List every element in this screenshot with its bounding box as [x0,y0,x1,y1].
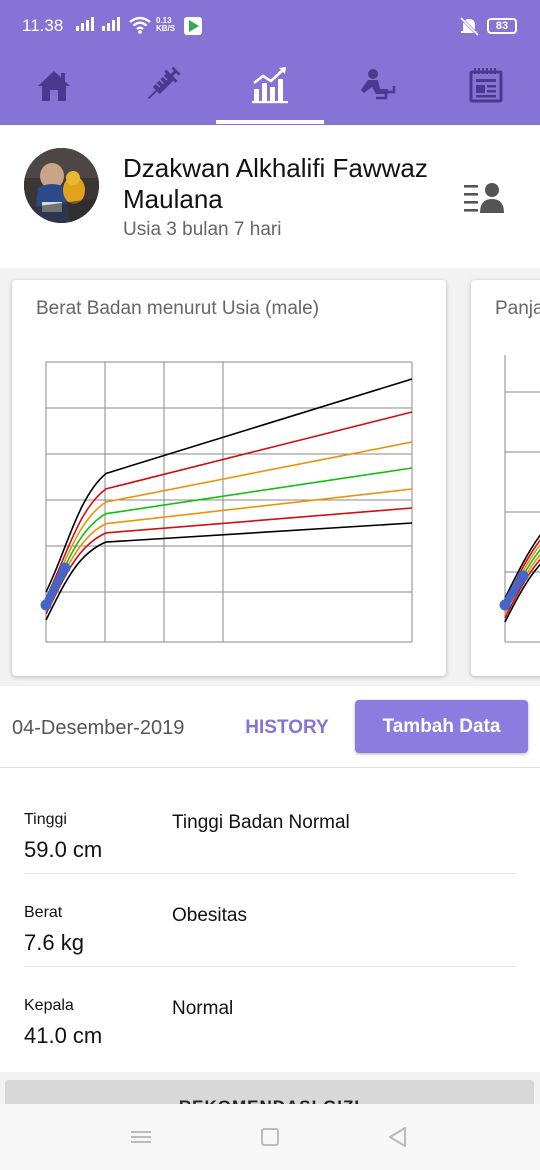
tab-home[interactable] [0,44,108,125]
growth-curve-line [45,441,413,603]
measurement-status: Tinggi Badan Normal [172,812,350,833]
growth-curve-line [45,507,413,615]
child-name: Dzakwan Alkhalifi Fawwaz Maulana [123,153,428,214]
profile-list-icon[interactable] [462,177,506,217]
mute-vibrate-icon [459,16,480,37]
measurement-value: 41.0 cm [24,1023,103,1048]
home-icon [38,70,70,101]
length-for-age-chart-card[interactable]: Panja [471,280,540,676]
record-bar: 04-Desember-2019 HISTORY Tambah Data [0,686,540,768]
play-store-icon [184,17,202,35]
growth-curve-line [45,467,413,607]
measurement-value: 7.6 kg [24,930,84,955]
chart-title: Berat Badan menurut Usia (male) [36,298,320,319]
child-age: Usia 3 bulan 7 hari [123,219,282,240]
signal-icon [102,17,120,31]
back-icon[interactable] [383,1124,413,1150]
weight-for-age-chart-card[interactable]: Berat Badan menurut Usia (male) [12,280,446,676]
measurement-label: Kepala [24,997,74,1014]
selected-tab-indicator [216,120,324,124]
length-for-age-chart [499,355,540,643]
notes-icon [469,67,503,102]
battery-icon: 83 [487,18,517,34]
syringe-icon [147,66,181,99]
wifi-icon [129,16,151,34]
chart-title: Panja [495,298,540,319]
measurement-list: Tinggi 59.0 cm Tinggi Badan Normal Berat… [0,768,540,1072]
status-time: 11.38 [22,16,64,35]
system-navigation-bar [0,1104,540,1170]
child-avatar[interactable] [24,148,99,223]
measurement-label: Tinggi [24,811,67,828]
child-data-point [59,562,71,574]
record-date: 04-Desember-2019 [12,717,185,739]
tab-growth-chart[interactable] [216,44,324,125]
main-tab-bar [0,44,540,125]
history-button[interactable]: HISTORY [245,717,329,738]
menu-icon[interactable] [126,1124,156,1150]
measurement-status: Obesitas [172,905,247,926]
growth-curve-line [45,522,413,621]
tab-notes[interactable] [432,44,540,125]
growth-curve-line [504,534,540,599]
measurement-status: Normal [172,998,234,1019]
growth-curve-line [504,563,540,623]
tab-immunization[interactable] [108,44,216,125]
child-profile-header: Dzakwan Alkhalifi Fawwaz Maulana Usia 3 … [0,125,540,268]
home-button-icon[interactable] [255,1124,285,1150]
network-speed: 0.13 KB/S [156,16,176,33]
weight-for-age-chart [40,361,413,643]
growth-curve-line [504,558,540,619]
growth-curve-line [45,378,413,593]
measurement-value: 59.0 cm [24,837,103,862]
status-bar: 11.38 0.13 KB/S 83 [0,0,540,44]
child-data-point [517,570,529,582]
child-growth-line [42,564,69,609]
growth-chart-carousel[interactable]: Berat Badan menurut Usia (male) Panja [0,268,540,686]
signal-icon [76,17,94,31]
add-data-button[interactable]: Tambah Data [355,700,528,753]
measurement-row-weight: Berat 7.6 kg Obesitas [24,874,516,967]
child-data-point [499,599,511,611]
child-growth-line [501,572,527,609]
growth-chart-icon [252,66,288,103]
child-development-icon [361,68,396,99]
child-photo [24,148,99,223]
child-data-point [40,599,52,611]
measurement-row-head: Kepala 41.0 cm Normal [24,967,516,1060]
tab-development[interactable] [324,44,432,125]
measurement-row-height: Tinggi 59.0 cm Tinggi Badan Normal [24,781,516,874]
measurement-label: Berat [24,904,63,921]
